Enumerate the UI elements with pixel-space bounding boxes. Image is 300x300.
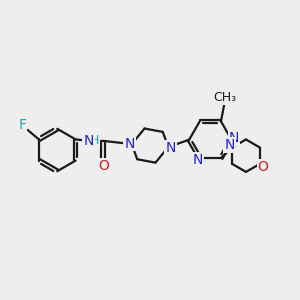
Text: N: N	[165, 141, 176, 154]
Text: CH₃: CH₃	[213, 91, 236, 104]
Text: N: N	[229, 131, 239, 145]
Text: F: F	[18, 118, 26, 132]
Text: N: N	[224, 138, 235, 152]
Text: O: O	[257, 160, 268, 174]
Text: N: N	[124, 136, 135, 151]
Text: N: N	[83, 134, 94, 148]
Text: N: N	[193, 153, 203, 167]
Text: O: O	[98, 159, 109, 172]
Text: H: H	[90, 134, 99, 147]
